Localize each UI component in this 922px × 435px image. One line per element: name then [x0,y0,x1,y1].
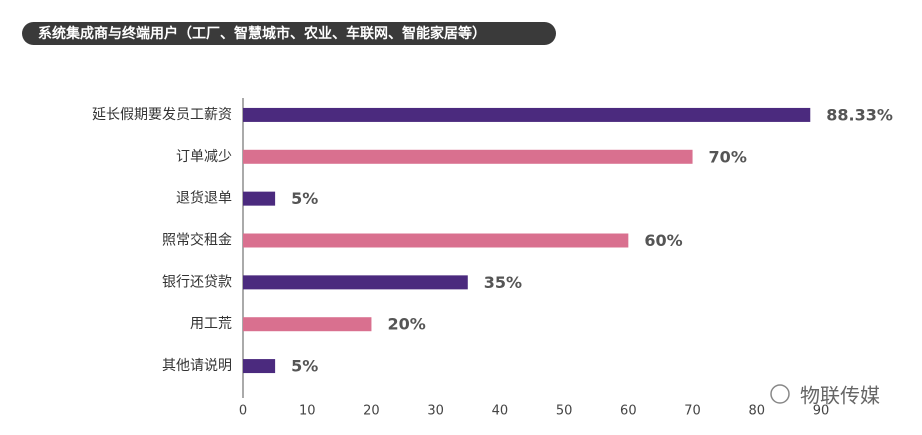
value-label: 35% [484,273,522,292]
value-label: 5% [291,189,318,208]
y-tick-label: 照常交租金 [162,232,232,249]
x-tick-label: 50 [556,404,573,419]
value-label: 5% [291,357,318,376]
bar [243,275,468,290]
value-label: 70% [709,147,747,166]
y-tick-label: 用工荒 [190,316,232,332]
bar [243,233,629,248]
title-pill [22,22,556,45]
bar [243,149,693,164]
x-tick-label: 60 [620,404,637,419]
y-tick-label: 延长假期要发员工薪资 [92,107,232,123]
x-tick-label: 0 [239,404,247,419]
value-label: 20% [387,315,425,334]
x-tick-label: 80 [749,404,766,419]
y-tick-label: 订单减少 [176,149,232,165]
watermark-icon [770,384,790,404]
y-tick-label: 其他请说明 [162,358,232,374]
y-tick-label: 银行还贷款 [162,274,232,290]
x-tick-label: 30 [427,404,444,419]
value-label: 60% [644,231,682,250]
bar [243,191,276,206]
bar [243,107,811,122]
watermark: 物联传媒 [800,384,880,408]
chart-title: 系统集成商与终端用户（工厂、智慧城市、农业、车联网、智能家居等） [38,25,486,42]
x-tick-label: 70 [684,404,701,419]
value-label: 88.33% [826,105,893,124]
x-tick-label: 20 [363,404,380,419]
y-tick-label: 退货退单 [176,190,232,207]
bar [243,359,276,374]
bar [243,317,372,332]
x-tick-label: 90 [813,404,830,419]
x-tick-label: 40 [492,404,509,419]
x-tick-label: 10 [299,404,316,419]
